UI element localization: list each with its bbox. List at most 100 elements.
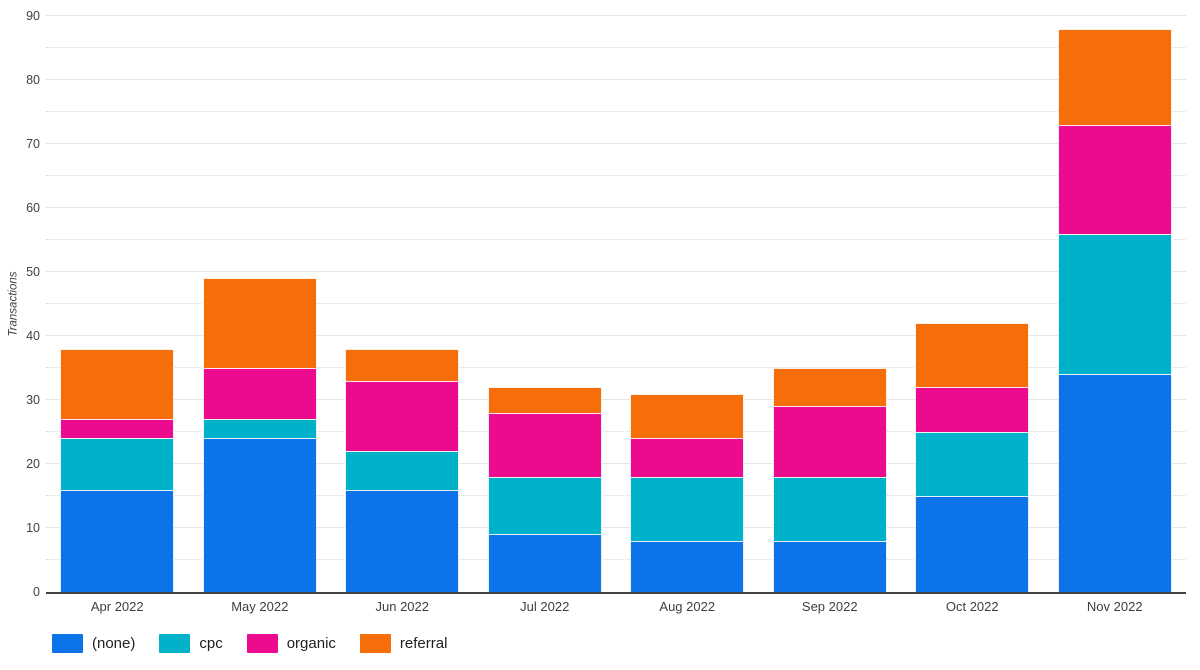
y-tick-label: 90 [26, 9, 40, 23]
bar-segment-cpc-jul-2022[interactable] [487, 476, 602, 535]
bar-segment-referral-sep-2022[interactable] [772, 368, 887, 407]
bar-segment-referral-jul-2022[interactable] [487, 387, 602, 413]
bar-group-oct-2022 [901, 16, 1044, 592]
x-tick-label-jun-2022: Jun 2022 [375, 599, 430, 614]
minor-gridline [46, 495, 1186, 496]
legend-item-none[interactable]: (none) [52, 634, 135, 653]
legend-label: cpc [199, 635, 223, 652]
bar-segment-cpc-nov-2022[interactable] [1057, 233, 1172, 375]
bar-segment-organic-aug-2022[interactable] [630, 438, 745, 477]
legend: (none) cpc organic referral [52, 634, 447, 653]
major-gridline [46, 207, 1186, 208]
y-tick-label: 60 [26, 201, 40, 215]
x-tick-label-apr-2022: Apr 2022 [90, 599, 144, 614]
x-tick-label-may-2022: May 2022 [231, 599, 289, 614]
legend-item-organic[interactable]: organic [246, 634, 336, 653]
bar-segment-cpc-oct-2022[interactable] [915, 432, 1030, 496]
bar-segment-organic-nov-2022[interactable] [1057, 124, 1172, 234]
bar-segment-organic-sep-2022[interactable] [772, 406, 887, 477]
legend-label: (none) [92, 635, 136, 652]
legend-swatch-icon [52, 634, 83, 653]
plot-area [46, 15, 1186, 594]
major-gridline [46, 463, 1186, 464]
major-gridline [46, 143, 1186, 144]
y-tick-label: 40 [26, 329, 40, 343]
y-tick-label: 30 [26, 393, 40, 407]
stacked-bar-sep-2022 [772, 368, 887, 592]
major-gridline [46, 15, 1186, 16]
major-gridline [46, 335, 1186, 336]
stacked-bar-nov-2022 [1057, 28, 1172, 592]
x-axis-line [46, 591, 1186, 594]
legend-swatch-icon [246, 634, 278, 653]
stacked-bar-oct-2022 [915, 323, 1030, 592]
minor-gridline [46, 303, 1186, 304]
stacked-bar-jun-2022 [345, 348, 460, 592]
bar-segment-organic-jun-2022[interactable] [345, 380, 460, 452]
bar-segment-cpc-sep-2022[interactable] [772, 476, 887, 541]
minor-gridline [46, 431, 1186, 432]
bar-segment-referral-nov-2022[interactable] [1057, 28, 1172, 125]
bar-segment-referral-apr-2022[interactable] [60, 348, 175, 420]
bar-segment-none-aug-2022[interactable] [630, 540, 745, 592]
bar-segment-referral-jun-2022[interactable] [345, 348, 460, 381]
bar-group-jul-2022 [474, 16, 617, 592]
bar-group-apr-2022 [46, 16, 189, 592]
bar-group-nov-2022 [1044, 16, 1187, 592]
bar-segment-referral-oct-2022[interactable] [915, 323, 1030, 388]
bar-segment-organic-jul-2022[interactable] [487, 412, 602, 477]
legend-label: organic [286, 635, 336, 652]
legend-item-cpc[interactable]: cpc [159, 634, 223, 653]
bar-segment-none-oct-2022[interactable] [915, 496, 1030, 592]
stacked-bar-may-2022 [202, 278, 317, 592]
bar-segment-organic-apr-2022[interactable] [60, 419, 175, 439]
bars-layer [46, 16, 1186, 592]
legend-swatch-icon [159, 634, 191, 653]
bar-segment-cpc-aug-2022[interactable] [630, 476, 745, 541]
y-tick-label: 20 [26, 457, 40, 471]
bar-segment-none-sep-2022[interactable] [772, 540, 887, 592]
bar-segment-none-nov-2022[interactable] [1057, 374, 1172, 592]
bar-segment-none-jul-2022[interactable] [487, 534, 602, 592]
bar-segment-cpc-may-2022[interactable] [202, 419, 317, 439]
bar-segment-referral-may-2022[interactable] [202, 278, 317, 369]
bar-group-sep-2022 [759, 16, 902, 592]
bar-segment-cpc-jun-2022[interactable] [345, 451, 460, 490]
y-tick-label: 70 [26, 137, 40, 151]
x-tick-label-jul-2022: Jul 2022 [520, 599, 570, 614]
minor-gridline [46, 47, 1186, 48]
bar-segment-organic-oct-2022[interactable] [915, 387, 1030, 432]
x-tick-label-nov-2022: Nov 2022 [1086, 599, 1143, 614]
bar-group-may-2022 [189, 16, 332, 592]
y-tick-label: 80 [26, 73, 40, 87]
y-tick-label: 10 [26, 521, 40, 535]
bar-group-jun-2022 [331, 16, 474, 592]
stacked-bar-apr-2022 [60, 348, 175, 592]
major-gridline [46, 271, 1186, 272]
minor-gridline [46, 111, 1186, 112]
bar-group-aug-2022 [616, 16, 759, 592]
stacked-bar-aug-2022 [630, 393, 745, 592]
bar-segment-referral-aug-2022[interactable] [630, 393, 745, 439]
bar-segment-none-apr-2022[interactable] [60, 489, 175, 592]
legend-swatch-icon [359, 634, 391, 653]
minor-gridline [46, 239, 1186, 240]
major-gridline [46, 527, 1186, 528]
x-axis: Apr 2022 May 2022 Jun 2022 Jul 2022 Aug 2022… [46, 599, 1186, 614]
y-axis: 0 10 20 30 40 50 60 70 80 90 [0, 9, 40, 599]
major-gridline [46, 79, 1186, 80]
x-tick-label-aug-2022: Aug 2022 [659, 599, 716, 614]
x-tick-label-oct-2022: Oct 2022 [945, 599, 999, 614]
legend-item-referral[interactable]: referral [359, 634, 448, 653]
y-tick-label: 50 [26, 265, 40, 279]
bar-segment-cpc-apr-2022[interactable] [60, 438, 175, 490]
major-gridline [46, 399, 1186, 400]
minor-gridline [46, 367, 1186, 368]
bar-segment-organic-may-2022[interactable] [202, 368, 317, 420]
minor-gridline [46, 175, 1186, 176]
x-tick-label-sep-2022: Sep 2022 [801, 599, 858, 614]
bar-segment-none-jun-2022[interactable] [345, 489, 460, 592]
y-tick-label: 0 [33, 585, 40, 599]
legend-label: referral [399, 635, 448, 652]
bar-segment-none-may-2022[interactable] [202, 438, 317, 592]
